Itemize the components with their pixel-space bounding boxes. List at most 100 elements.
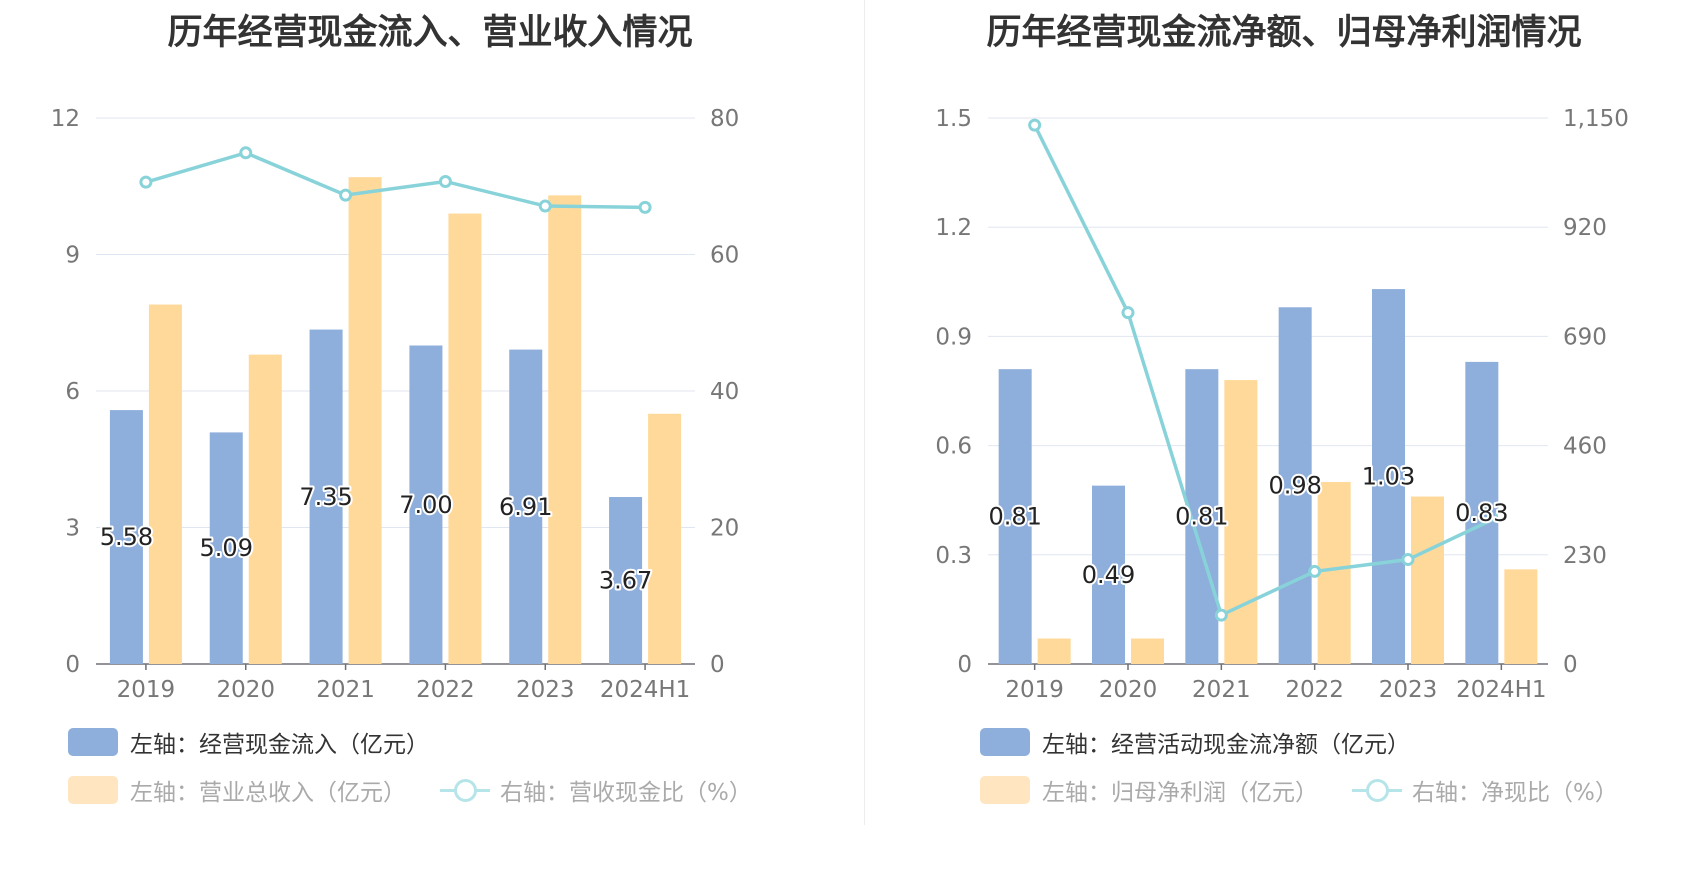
bar-data-label: 6.91 — [499, 493, 552, 521]
legend-label: 右轴：营收现金比（%） — [500, 780, 752, 806]
legend-label: 左轴：归母净利润（亿元） — [1042, 780, 1318, 806]
bar-data-label: 0.98 — [1268, 472, 1321, 500]
bar-data-label: 0.81 — [988, 503, 1041, 531]
ratio-point — [1121, 306, 1135, 320]
y-right-tick-label: 0 — [710, 652, 725, 678]
bar-primary — [209, 432, 243, 664]
y-left-tick-label: 1.5 — [935, 106, 972, 132]
chart-panel-net-cash: 历年经营现金流净额、归母净利润情况 0 0 0.3 230 0.6 460 0.9 690 1.… — [868, 0, 1700, 874]
legend-swatch-blue — [68, 728, 118, 756]
y-right-tick-label: 0 — [1563, 652, 1578, 678]
legend-item-net-profit[interactable]: 左轴：归母净利润（亿元） — [980, 773, 1318, 807]
x-tick-label: 2020 — [1099, 677, 1158, 703]
x-tick-label: 2024H1 — [1456, 677, 1546, 703]
bar-data-label: 3.67 — [599, 567, 652, 595]
bar-primary — [109, 410, 143, 664]
ratio-line — [145, 150, 646, 210]
bar-data-label: 7.35 — [299, 483, 352, 511]
bar-primary — [1465, 361, 1499, 664]
legend-label: 左轴：经营活动现金流净额（亿元） — [1042, 732, 1410, 758]
ratio-point — [1308, 564, 1322, 578]
cash-inflow-chart: 0 0 3 20 6 40 9 60 12 80 2019 2020 2021 2022 2023 2024H… — [51, 106, 740, 703]
bar-secondary — [1317, 482, 1351, 664]
x-tick-label: 2021 — [316, 677, 375, 703]
x-tick-label: 2021 — [1192, 677, 1251, 703]
bar-data-label: 1.03 — [1362, 463, 1415, 491]
ratio-point — [339, 188, 353, 202]
chart-title: 历年经营现金流入、营业收入情况 — [167, 13, 693, 53]
ratio-point — [1494, 508, 1508, 522]
bar-secondary — [648, 413, 682, 664]
legend-row-1: 左轴：经营活动现金流净额（亿元） — [980, 725, 1444, 759]
ratio-point — [239, 146, 253, 160]
bar-data-label: 5.58 — [100, 523, 153, 551]
bar-data-label: 7.00 — [399, 491, 452, 519]
ratio-point — [1401, 553, 1415, 567]
bar-secondary — [1224, 380, 1258, 664]
bar-secondary — [1411, 496, 1444, 664]
bar-primary — [1278, 307, 1312, 664]
legend-item-net-ratio[interactable]: 右轴：净现比（%） — [1352, 773, 1618, 807]
y-left-tick-label: 1.2 — [935, 215, 972, 241]
ratio-line — [1033, 124, 1503, 618]
bar-data-label: 0.83 — [1455, 499, 1508, 527]
legend-item-cash-inflow[interactable]: 左轴：经营现金流入（亿元） — [68, 725, 429, 759]
legend-row-2: 左轴：归母净利润（亿元） 右轴：净现比（%） — [980, 773, 1652, 807]
bar-secondary — [248, 354, 282, 664]
bar-data-label: 0.81 — [1175, 503, 1228, 531]
legend-row-1: 左轴：经营现金流入（亿元） — [68, 725, 463, 759]
y-left-tick-label: 6 — [65, 379, 80, 405]
ratio-point — [438, 174, 452, 188]
y-left-tick-label: 0.6 — [935, 434, 972, 460]
legend-label: 左轴：经营现金流入（亿元） — [130, 732, 429, 758]
x-tick-label: 2019 — [1005, 677, 1064, 703]
bar-secondary — [548, 195, 582, 664]
legend-item-ratio[interactable]: 右轴：营收现金比（%） — [440, 773, 752, 807]
ratio-point — [1028, 118, 1042, 132]
y-right-tick-label: 1,150 — [1563, 106, 1629, 132]
x-tick-label: 2023 — [516, 677, 575, 703]
bar-primary — [309, 329, 343, 664]
bar-data-label: 0.49 — [1082, 561, 1135, 589]
x-tick-label: 2024H1 — [600, 677, 690, 703]
y-right-tick-label: 920 — [1563, 215, 1607, 241]
bar-secondary — [1037, 638, 1071, 664]
x-tick-label: 2022 — [1285, 677, 1344, 703]
bar-secondary — [348, 177, 382, 664]
bar-primary — [998, 369, 1032, 664]
bar-secondary — [1504, 569, 1538, 664]
legend-swatch-blue — [980, 728, 1030, 756]
y-right-tick-label: 690 — [1563, 324, 1607, 350]
bar-primary — [1372, 289, 1405, 664]
x-tick-label: 2019 — [117, 677, 176, 703]
y-left-tick-label: 0 — [957, 652, 972, 678]
bar-data-label: 5.09 — [200, 534, 253, 562]
panel-divider — [864, 0, 865, 825]
legend-swatch-orange — [68, 776, 118, 804]
ratio-point — [139, 175, 153, 189]
net-cash-chart: 0 0 0.3 230 0.6 460 0.9 690 1.2 920 1.5 1,150 2019 20… — [935, 106, 1629, 703]
x-tick-label: 2020 — [216, 677, 275, 703]
legend-line-icon — [440, 776, 490, 804]
y-left-tick-label: 0.3 — [935, 543, 972, 569]
y-left-tick-label: 9 — [65, 243, 80, 269]
y-right-tick-label: 460 — [1563, 434, 1607, 460]
bar-secondary — [148, 304, 182, 664]
legend-item-net-cash[interactable]: 左轴：经营活动现金流净额（亿元） — [980, 725, 1410, 759]
y-right-tick-label: 20 — [710, 516, 739, 542]
legend-swatch-orange — [980, 776, 1030, 804]
bar-primary — [1092, 485, 1125, 664]
y-left-tick-label: 12 — [51, 106, 80, 132]
ratio-point — [1214, 608, 1228, 622]
y-left-tick-label: 0 — [65, 652, 80, 678]
legend-line-icon — [1352, 776, 1402, 804]
legend-item-revenue[interactable]: 左轴：营业总收入（亿元） — [68, 773, 406, 807]
ratio-point — [538, 199, 552, 213]
y-right-tick-label: 40 — [710, 379, 739, 405]
chart-title: 历年经营现金流净额、归母净利润情况 — [986, 13, 1582, 53]
y-left-tick-label: 3 — [65, 516, 80, 542]
bar-secondary — [448, 213, 482, 665]
bar-primary — [509, 349, 543, 664]
legend-label: 右轴：净现比（%） — [1412, 780, 1618, 806]
chart-panel-cash-inflow: 历年经营现金流入、营业收入情况 0 0 3 20 6 40 9 60 12 80 2019 2020 2… — [51, 13, 752, 807]
